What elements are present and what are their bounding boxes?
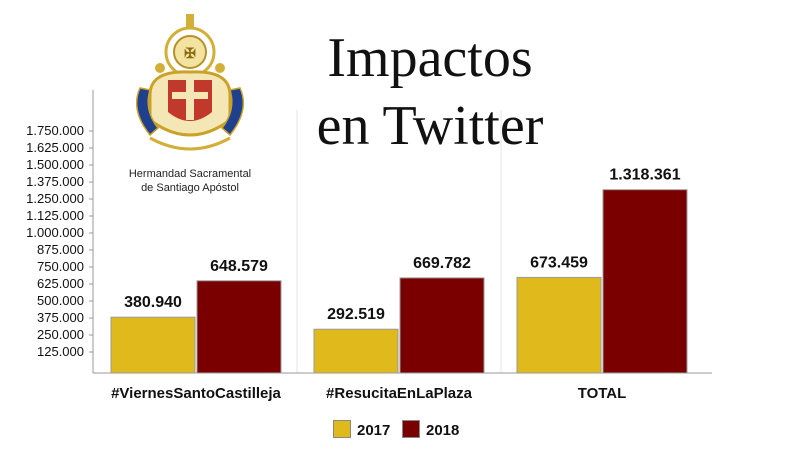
x-axis-categories: #ViernesSantoCastilleja #ResucitaEnLaPlaz… — [111, 385, 626, 402]
bar-2018 — [602, 189, 688, 374]
y-tick-label: 1.375.000 — [26, 174, 84, 189]
svg-text:✠: ✠ — [184, 47, 196, 62]
y-tick-label: 375.000 — [37, 310, 84, 325]
data-label-2018: 648.579 — [210, 258, 268, 275]
chart-title-line-2: en Twitter — [316, 95, 544, 157]
data-label-2017: 673.459 — [530, 254, 588, 271]
y-tick-label: 1.000.000 — [26, 225, 84, 240]
data-labels: 380.940 648.579 292.519 669.782 673.459 1.318… — [124, 167, 681, 324]
emblem-caption-line-2: de Santiago Apóstol — [141, 182, 239, 194]
data-label-2017: 292.519 — [327, 306, 385, 323]
crest-icon: ✠ — [135, 14, 245, 151]
legend-label-2018: 2018 — [426, 422, 460, 439]
y-tick-label: 1.250.000 — [26, 191, 84, 206]
x-category-label: TOTAL — [578, 385, 627, 402]
data-label-2018: 669.782 — [413, 255, 471, 272]
y-tick-label: 1.500.000 — [26, 157, 84, 172]
bars — [110, 189, 688, 374]
bar-2017 — [110, 316, 196, 374]
bar-2017 — [313, 328, 399, 374]
legend-swatch-2017 — [333, 420, 351, 438]
bar-2018 — [196, 280, 282, 374]
y-tick-label: 125.000 — [37, 344, 84, 359]
y-axis-ticks: 125.000 250.000 375.000 500.000 625.000 750.0… — [26, 123, 93, 359]
legend-label-2017: 2017 — [357, 422, 391, 439]
emblem-caption-line-1: Hermandad Sacramental — [128, 168, 252, 180]
y-tick-label: 625.000 — [37, 276, 84, 291]
legend-swatch-2018 — [402, 420, 420, 438]
bar-2017 — [516, 276, 602, 374]
data-label-2017: 380.940 — [124, 294, 182, 311]
y-tick-label: 1.125.000 — [26, 208, 84, 223]
data-label-2018: 1.318.361 — [609, 167, 680, 184]
bar-2018 — [399, 277, 485, 374]
legend-item-2018: 2018 — [402, 420, 459, 440]
x-category-label: #ViernesSantoCastilleja — [111, 385, 281, 402]
chart-title-line-1: Impactos — [327, 27, 533, 89]
y-tick-label: 1.625.000 — [26, 140, 84, 155]
y-tick-label: 500.000 — [37, 293, 84, 308]
y-tick-label: 250.000 — [37, 327, 84, 342]
y-tick-label: 875.000 — [37, 242, 84, 257]
gridlines — [296, 110, 502, 373]
x-category-label: #ResucitaEnLaPlaza — [326, 385, 473, 402]
y-tick-label: 1.750.000 — [26, 123, 84, 138]
legend-item-2017: 2017 — [333, 420, 390, 440]
y-tick-label: 750.000 — [37, 259, 84, 274]
